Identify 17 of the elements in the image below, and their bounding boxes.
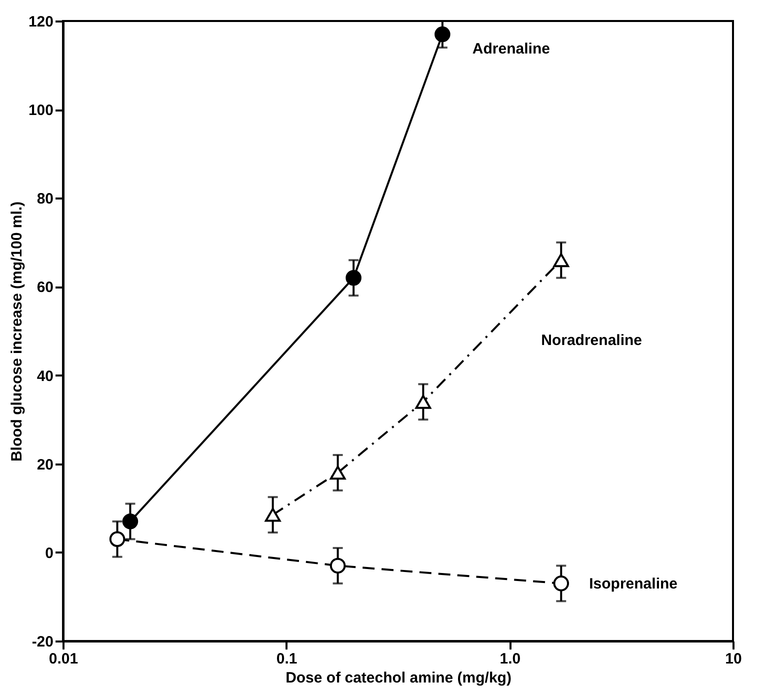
x-tick-label: 10 <box>725 650 742 668</box>
y-tick-label: 0 <box>45 544 54 562</box>
y-axis-title: Blood glucose increase (mg/100 ml.) <box>8 201 26 462</box>
x-tick-label: 1.0 <box>500 650 521 668</box>
x-tick-label: 0.01 <box>48 650 78 668</box>
series-label: Isoprenaline <box>589 575 678 592</box>
y-tick-label: 20 <box>36 456 54 474</box>
y-tick-label: 40 <box>36 368 54 385</box>
x-axis-title: Dose of catechol amine (mg/kg) <box>286 670 512 686</box>
y-tick-label: 60 <box>36 279 54 296</box>
y-tick-label: 100 <box>28 102 54 120</box>
series-label: Adrenaline <box>472 40 550 58</box>
x-tick-label: 0.1 <box>276 650 298 668</box>
y-tick-label: 120 <box>28 14 54 30</box>
text: Noradrenaline <box>541 332 642 350</box>
y-tick-label: -20 <box>32 634 54 650</box>
y-tick-label: 80 <box>36 190 54 208</box>
